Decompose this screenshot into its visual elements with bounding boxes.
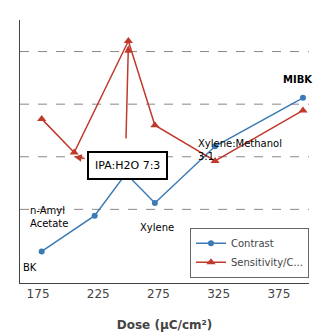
svg-text:n-AmylAcetate: n-AmylAcetate xyxy=(30,205,68,229)
svg-text:Sensitivity/C...: Sensitivity/C... xyxy=(231,257,303,268)
svg-text:325: 325 xyxy=(207,287,230,301)
svg-text:BK: BK xyxy=(23,262,37,273)
svg-text:IPA:H2O 7:3: IPA:H2O 7:3 xyxy=(95,159,160,172)
svg-text:275: 275 xyxy=(147,287,170,301)
svg-text:Xylene: Xylene xyxy=(140,222,174,233)
svg-text:Dose (μC/cm²): Dose (μC/cm²) xyxy=(117,318,213,332)
svg-text:MIBK: MIBK xyxy=(283,74,313,85)
svg-text:375: 375 xyxy=(267,287,290,301)
svg-text:175: 175 xyxy=(27,287,50,301)
svg-text:225: 225 xyxy=(87,287,110,301)
svg-text:Contrast: Contrast xyxy=(231,238,274,249)
svg-text:Xylene:Methanol3:1: Xylene:Methanol3:1 xyxy=(198,138,282,162)
